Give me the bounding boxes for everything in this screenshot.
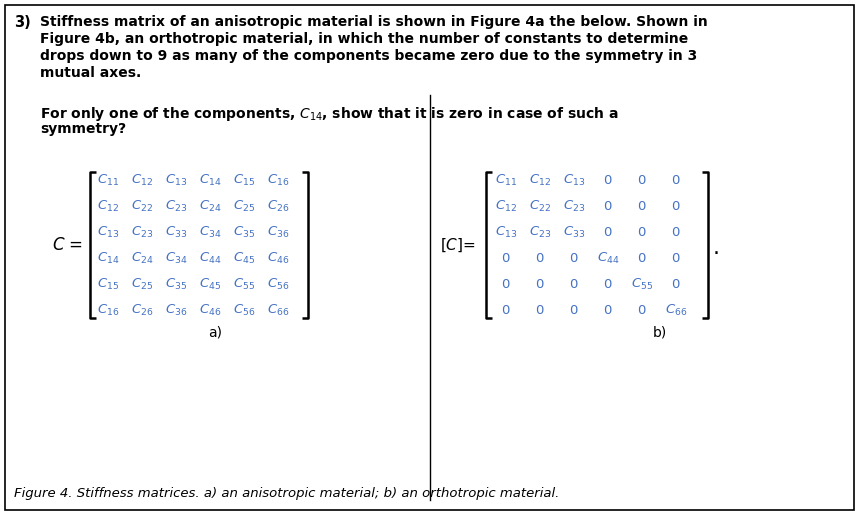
Text: $0$: $0$ (603, 278, 612, 290)
Text: $C_{12}$: $C_{12}$ (97, 198, 119, 214)
Text: $C_{13}$: $C_{13}$ (495, 225, 517, 239)
Text: $C_{34}$: $C_{34}$ (165, 250, 187, 266)
Text: mutual axes.: mutual axes. (40, 66, 141, 80)
Text: $C_{24}$: $C_{24}$ (198, 198, 222, 214)
Text: $C_{11}$: $C_{11}$ (97, 173, 119, 187)
Text: $C_{13}$: $C_{13}$ (563, 173, 585, 187)
Text: $C$ =: $C$ = (52, 236, 83, 254)
Text: $0$: $0$ (637, 226, 647, 238)
Text: Stiffness matrix of an anisotropic material is shown in Figure 4a the below. Sho: Stiffness matrix of an anisotropic mater… (40, 15, 708, 29)
Text: $C_{23}$: $C_{23}$ (131, 225, 153, 239)
Text: $C_{55}$: $C_{55}$ (233, 277, 255, 291)
Text: $C_{56}$: $C_{56}$ (233, 302, 255, 318)
Text: $C_{56}$: $C_{56}$ (267, 277, 289, 291)
Text: $C_{66}$: $C_{66}$ (267, 302, 289, 318)
Text: $0$: $0$ (570, 251, 579, 265)
Text: $C_{26}$: $C_{26}$ (267, 198, 289, 214)
Text: $0$: $0$ (570, 303, 579, 317)
Text: $C_{46}$: $C_{46}$ (198, 302, 222, 318)
Text: $0$: $0$ (637, 199, 647, 213)
Text: $C_{13}$: $C_{13}$ (165, 173, 187, 187)
Text: $0$: $0$ (502, 278, 511, 290)
Text: $C_{24}$: $C_{24}$ (131, 250, 153, 266)
Text: $C_{33}$: $C_{33}$ (165, 225, 187, 239)
Text: a): a) (208, 326, 222, 340)
Text: $0$: $0$ (535, 303, 545, 317)
Text: $C_{22}$: $C_{22}$ (131, 198, 153, 214)
Text: $C_{66}$: $C_{66}$ (665, 302, 687, 318)
Text: $0$: $0$ (502, 251, 511, 265)
Text: $C_{15}$: $C_{15}$ (233, 173, 255, 187)
Text: $C_{55}$: $C_{55}$ (631, 277, 653, 291)
Text: $C_{22}$: $C_{22}$ (529, 198, 551, 214)
Text: $C_{23}$: $C_{23}$ (529, 225, 551, 239)
Text: $0$: $0$ (502, 303, 511, 317)
Text: $C_{16}$: $C_{16}$ (267, 173, 289, 187)
Text: $C_{12}$: $C_{12}$ (529, 173, 551, 187)
Text: $0$: $0$ (637, 303, 647, 317)
Text: $C_{14}$: $C_{14}$ (97, 250, 119, 266)
Text: $C_{45}$: $C_{45}$ (233, 250, 255, 266)
Text: $C_{36}$: $C_{36}$ (267, 225, 289, 239)
Text: $C_{23}$: $C_{23}$ (165, 198, 187, 214)
Text: $0$: $0$ (603, 303, 612, 317)
Text: For only one of the components, $C_{14}$, show that it is zero in case of such a: For only one of the components, $C_{14}$… (40, 105, 618, 123)
Text: $C_{35}$: $C_{35}$ (165, 277, 187, 291)
Text: $C_{23}$: $C_{23}$ (563, 198, 585, 214)
Text: $C_{11}$: $C_{11}$ (495, 173, 517, 187)
Text: $0$: $0$ (671, 174, 680, 186)
Text: $0$: $0$ (570, 278, 579, 290)
Text: $0$: $0$ (637, 174, 647, 186)
Text: $C_{12}$: $C_{12}$ (495, 198, 517, 214)
Text: 3): 3) (14, 15, 31, 30)
Text: $C_{25}$: $C_{25}$ (233, 198, 255, 214)
Text: Figure 4. Stiffness matrices. a) an anisotropic material; b) an orthotropic mate: Figure 4. Stiffness matrices. a) an anis… (14, 487, 559, 500)
Text: Figure 4b, an orthotropic material, in which the number of constants to determin: Figure 4b, an orthotropic material, in w… (40, 32, 688, 46)
Text: $0$: $0$ (671, 226, 680, 238)
Text: $C_{12}$: $C_{12}$ (131, 173, 153, 187)
Text: $C_{35}$: $C_{35}$ (233, 225, 255, 239)
Text: $0$: $0$ (671, 199, 680, 213)
Text: b): b) (653, 326, 667, 340)
Text: $C_{46}$: $C_{46}$ (267, 250, 289, 266)
Text: $C_{45}$: $C_{45}$ (199, 277, 221, 291)
Text: $C_{44}$: $C_{44}$ (597, 250, 619, 266)
Text: $0$: $0$ (603, 174, 612, 186)
Text: $C_{15}$: $C_{15}$ (97, 277, 119, 291)
Text: $C_{33}$: $C_{33}$ (563, 225, 585, 239)
Text: $C_{14}$: $C_{14}$ (198, 173, 222, 187)
Text: $0$: $0$ (671, 251, 680, 265)
Text: $0$: $0$ (535, 251, 545, 265)
Text: $0$: $0$ (671, 278, 680, 290)
Text: $C_{25}$: $C_{25}$ (131, 277, 153, 291)
Text: $[C]$=: $[C]$= (440, 236, 476, 254)
Text: drops down to 9 as many of the components became zero due to the symmetry in 3: drops down to 9 as many of the component… (40, 49, 698, 63)
Text: symmetry?: symmetry? (40, 122, 126, 136)
Text: .: . (713, 238, 720, 258)
Text: $0$: $0$ (535, 278, 545, 290)
Text: $0$: $0$ (637, 251, 647, 265)
Text: $C_{44}$: $C_{44}$ (198, 250, 222, 266)
Text: $C_{34}$: $C_{34}$ (198, 225, 222, 239)
Text: $C_{16}$: $C_{16}$ (97, 302, 119, 318)
Text: $0$: $0$ (603, 199, 612, 213)
Text: $C_{13}$: $C_{13}$ (97, 225, 119, 239)
Text: $0$: $0$ (603, 226, 612, 238)
Text: $C_{36}$: $C_{36}$ (165, 302, 187, 318)
Text: $C_{26}$: $C_{26}$ (131, 302, 153, 318)
